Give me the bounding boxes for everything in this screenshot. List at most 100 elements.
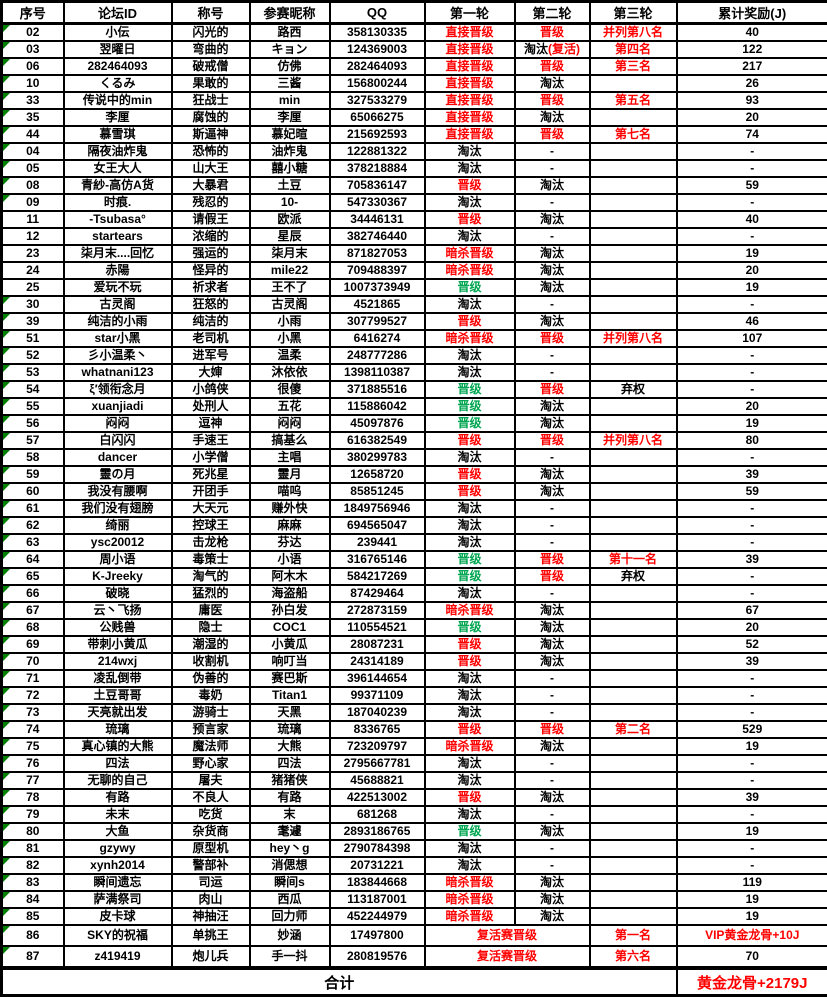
cell-reward: 217 — [677, 58, 827, 75]
cell-round1: 晋级 — [425, 721, 515, 738]
cell-round3 — [590, 738, 677, 755]
cell-title: 吃货 — [172, 806, 250, 823]
cell-round2: - — [515, 160, 590, 177]
cell-nickname: 海盗船 — [250, 585, 330, 602]
cell-nickname: 麻麻 — [250, 517, 330, 534]
cell-reward: 93 — [677, 92, 827, 109]
cell-nickname: 孙白发 — [250, 602, 330, 619]
cell-serial: 85 — [2, 908, 64, 925]
cell-round1: 晋级 — [425, 551, 515, 568]
cell-reward: 39 — [677, 653, 827, 670]
cell-forum-id: 传说中的min — [64, 92, 172, 109]
header-row: 序号 论坛ID 称号 参赛昵称 QQ 第一轮 第二轮 第三轮 累计奖励(J) — [2, 2, 827, 24]
cell-round1: 直接晋级 — [425, 75, 515, 92]
cell-qq: 87429464 — [330, 585, 425, 602]
cell-reward: 19 — [677, 279, 827, 296]
cell-round1: 淘汰 — [425, 449, 515, 466]
cell-qq: 422513002 — [330, 789, 425, 806]
cell-round1: 直接晋级 — [425, 109, 515, 126]
cell-round2: - — [515, 347, 590, 364]
cell-forum-id: ysc20012 — [64, 534, 172, 551]
cell-serial: 09 — [2, 194, 64, 211]
cell-serial: 66 — [2, 585, 64, 602]
cell-nickname: 李厘 — [250, 109, 330, 126]
cell-reward: - — [677, 687, 827, 704]
cell-round1: 淘汰 — [425, 806, 515, 823]
cell-reward: 52 — [677, 636, 827, 653]
cell-round3: 并列第八名 — [590, 24, 677, 42]
column-header-title: 称号 — [172, 2, 250, 24]
cell-serial: 53 — [2, 364, 64, 381]
cell-qq: 45097876 — [330, 415, 425, 432]
cell-qq: 34446131 — [330, 211, 425, 228]
cell-qq: 8336765 — [330, 721, 425, 738]
cell-round3: 第二名 — [590, 721, 677, 738]
cell-serial: 70 — [2, 653, 64, 670]
cell-title: 游骑士 — [172, 704, 250, 721]
cell-reward: 119 — [677, 874, 827, 891]
cell-nickname: COC1 — [250, 619, 330, 636]
cell-nickname: min — [250, 92, 330, 109]
cell-round2: 淘汰 — [515, 109, 590, 126]
cell-forum-id: 未末 — [64, 806, 172, 823]
cell-round1: 晋级 — [425, 636, 515, 653]
cell-reward: - — [677, 534, 827, 551]
cell-round2: 淘汰 — [515, 398, 590, 415]
cell-nickname: 沐依依 — [250, 364, 330, 381]
cell-nickname: 小黄瓜 — [250, 636, 330, 653]
cell-round2: 淘汰 — [515, 313, 590, 330]
cell-title: 斯逼神 — [172, 126, 250, 143]
cell-qq: 382746440 — [330, 228, 425, 245]
cell-reward: - — [677, 840, 827, 857]
cell-forum-id: 翌曜日 — [64, 41, 172, 58]
cell-forum-id: star小黑 — [64, 330, 172, 347]
cell-qq: 307799527 — [330, 313, 425, 330]
cell-serial: 83 — [2, 874, 64, 891]
footer-row: 合计 黄金龙骨+2179J — [2, 968, 827, 996]
cell-reward: - — [677, 772, 827, 789]
cell-serial: 30 — [2, 296, 64, 313]
cell-round1: 直接晋级 — [425, 24, 515, 42]
cell-reward: - — [677, 585, 827, 602]
cell-forum-id: 柒月末....回忆 — [64, 245, 172, 262]
column-header-nickname: 参赛昵称 — [250, 2, 330, 24]
cell-round1: 淘汰 — [425, 517, 515, 534]
cell-serial: 05 — [2, 160, 64, 177]
cell-serial: 54 — [2, 381, 64, 398]
cell-serial: 06 — [2, 58, 64, 75]
cell-serial: 73 — [2, 704, 64, 721]
cell-title: 闪光的 — [172, 24, 250, 42]
cell-reward: - — [677, 755, 827, 772]
cell-reward: 59 — [677, 177, 827, 194]
cell-round1: 淘汰 — [425, 364, 515, 381]
cell-round1: 淘汰 — [425, 772, 515, 789]
cell-nickname: 赛巴斯 — [250, 670, 330, 687]
cell-title: 原型机 — [172, 840, 250, 857]
cell-forum-id: whatnani123 — [64, 364, 172, 381]
cell-qq: 45688821 — [330, 772, 425, 789]
cell-round3 — [590, 704, 677, 721]
cell-title: 魔法师 — [172, 738, 250, 755]
cell-round1: 晋级 — [425, 415, 515, 432]
cell-title: 野心家 — [172, 755, 250, 772]
cell-reward: - — [677, 228, 827, 245]
cell-nickname: mile22 — [250, 262, 330, 279]
cell-serial: 76 — [2, 755, 64, 772]
cell-nickname: 五花 — [250, 398, 330, 415]
cell-nickname: hey丶g — [250, 840, 330, 857]
cell-round1: 暗杀晋级 — [425, 874, 515, 891]
cell-forum-id: 无聊的自己 — [64, 772, 172, 789]
cell-nickname: キョン — [250, 41, 330, 58]
cell-reward: 46 — [677, 313, 827, 330]
cell-qq: 187040239 — [330, 704, 425, 721]
cell-qq: 24314189 — [330, 653, 425, 670]
cell-qq: 122881322 — [330, 143, 425, 160]
